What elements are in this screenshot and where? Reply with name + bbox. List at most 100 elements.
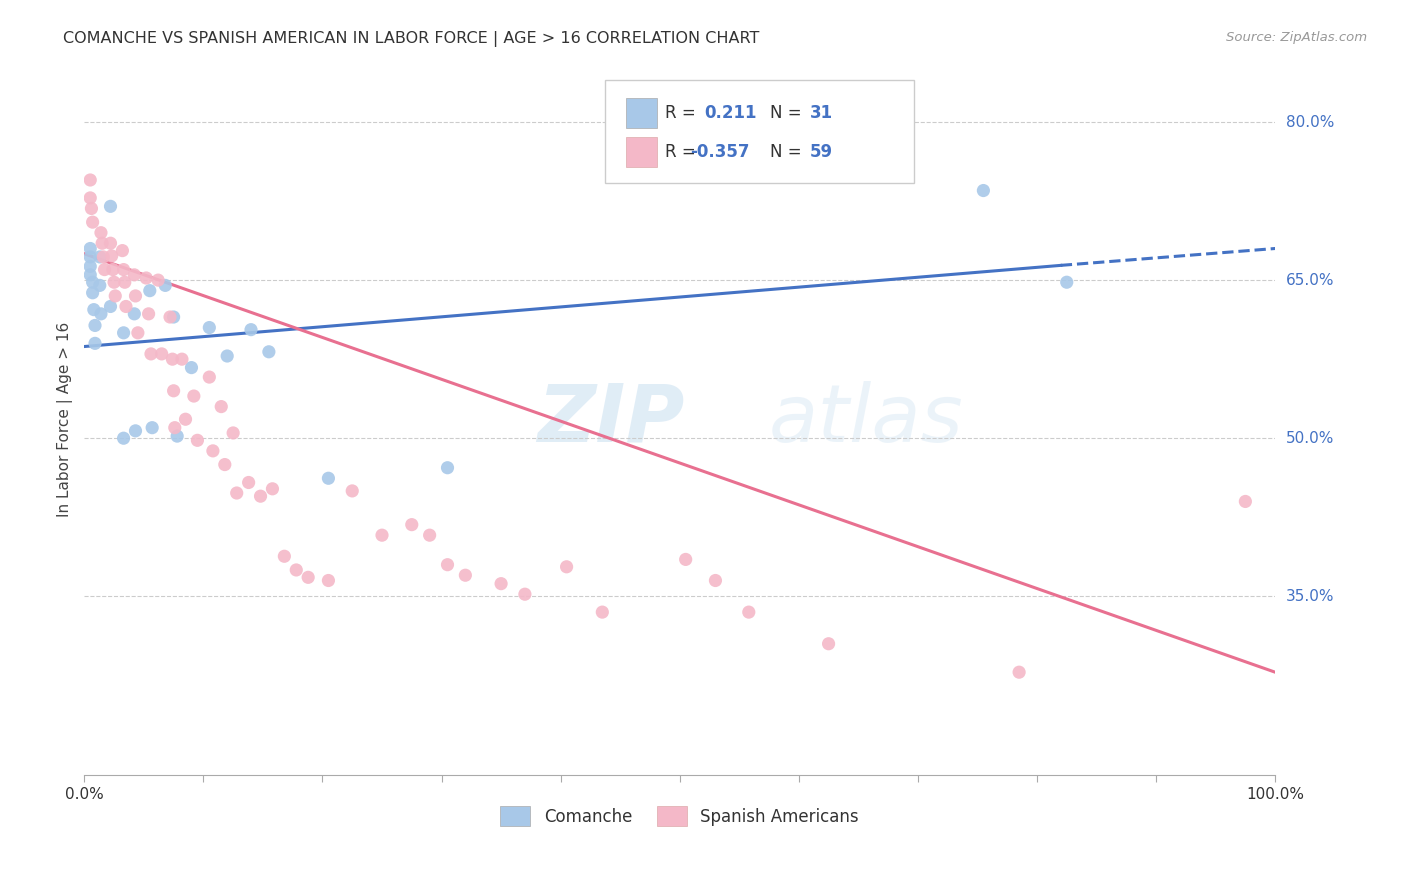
Point	[139, 347, 162, 361]
Point	[127, 326, 149, 340]
Point	[162, 310, 184, 324]
Point	[198, 370, 221, 384]
Text: atlas: atlas	[769, 381, 963, 458]
Point	[318, 471, 340, 485]
Text: 80.0%: 80.0%	[1286, 114, 1334, 129]
Point	[201, 443, 224, 458]
Point	[1056, 275, 1078, 289]
Point	[79, 260, 101, 274]
Point	[139, 284, 162, 298]
Point	[401, 517, 423, 532]
Point	[89, 278, 111, 293]
Point	[513, 587, 536, 601]
Point	[159, 310, 181, 324]
Point	[91, 236, 114, 251]
Point	[297, 570, 319, 584]
Text: COMANCHE VS SPANISH AMERICAN IN LABOR FORCE | AGE > 16 CORRELATION CHART: COMANCHE VS SPANISH AMERICAN IN LABOR FO…	[63, 31, 759, 47]
Point	[124, 307, 146, 321]
Point	[318, 574, 340, 588]
Point	[240, 323, 263, 337]
Point	[675, 552, 697, 566]
Point	[162, 352, 184, 367]
Point	[100, 249, 122, 263]
Point	[100, 199, 122, 213]
Point	[150, 347, 173, 361]
Text: N =: N =	[770, 144, 807, 161]
Text: 50.0%: 50.0%	[1286, 431, 1334, 446]
Point	[135, 271, 157, 285]
Text: 65.0%: 65.0%	[1286, 273, 1334, 287]
Point	[454, 568, 477, 582]
Point	[79, 191, 101, 205]
Point	[704, 574, 727, 588]
Point	[115, 300, 138, 314]
Point	[419, 528, 441, 542]
Text: N =: N =	[770, 103, 807, 122]
Point	[155, 278, 177, 293]
Point	[591, 605, 613, 619]
Text: 0.211: 0.211	[704, 103, 756, 122]
Point	[183, 389, 205, 403]
Point	[79, 250, 101, 264]
Point	[489, 576, 512, 591]
Point	[273, 549, 295, 564]
Point	[436, 460, 458, 475]
Point	[163, 420, 186, 434]
Text: 59: 59	[810, 144, 832, 161]
Point	[174, 412, 197, 426]
Point	[82, 215, 104, 229]
Point	[238, 475, 260, 490]
Point	[124, 289, 146, 303]
Point	[82, 285, 104, 300]
Point	[285, 563, 308, 577]
Point	[222, 425, 245, 440]
Point	[93, 262, 115, 277]
Point	[162, 384, 184, 398]
Point	[111, 244, 134, 258]
Point	[84, 336, 107, 351]
Point	[100, 300, 122, 314]
Point	[80, 202, 103, 216]
Text: Source: ZipAtlas.com: Source: ZipAtlas.com	[1226, 31, 1367, 45]
Point	[124, 268, 146, 282]
Point	[112, 431, 135, 445]
Point	[83, 302, 105, 317]
Point	[214, 458, 236, 472]
Point	[371, 528, 394, 542]
Point	[82, 275, 104, 289]
Point	[103, 275, 125, 289]
Point	[436, 558, 458, 572]
Point	[209, 400, 232, 414]
Point	[342, 483, 364, 498]
Text: 35.0%: 35.0%	[1286, 589, 1334, 604]
Point	[262, 482, 284, 496]
Point	[972, 184, 994, 198]
Point	[180, 360, 202, 375]
Point	[101, 262, 124, 277]
Y-axis label: In Labor Force | Age > 16: In Labor Force | Age > 16	[58, 322, 73, 517]
Point	[198, 320, 221, 334]
Point	[138, 307, 160, 321]
Point	[112, 326, 135, 340]
Point	[114, 275, 136, 289]
Point	[166, 429, 188, 443]
Point	[124, 424, 146, 438]
Point	[141, 420, 163, 434]
Text: ZIP: ZIP	[537, 381, 685, 458]
Text: R =: R =	[665, 144, 702, 161]
Point	[79, 268, 101, 282]
Text: -0.357: -0.357	[690, 144, 749, 161]
Point	[1234, 494, 1257, 508]
Point	[90, 307, 112, 321]
Point	[249, 489, 271, 503]
Point	[555, 559, 578, 574]
Point	[90, 226, 112, 240]
Point	[146, 273, 169, 287]
Point	[112, 262, 135, 277]
Point	[79, 242, 101, 256]
Point	[186, 434, 208, 448]
Point	[257, 344, 280, 359]
Point	[817, 637, 839, 651]
Point	[93, 250, 115, 264]
Point	[1008, 665, 1031, 680]
